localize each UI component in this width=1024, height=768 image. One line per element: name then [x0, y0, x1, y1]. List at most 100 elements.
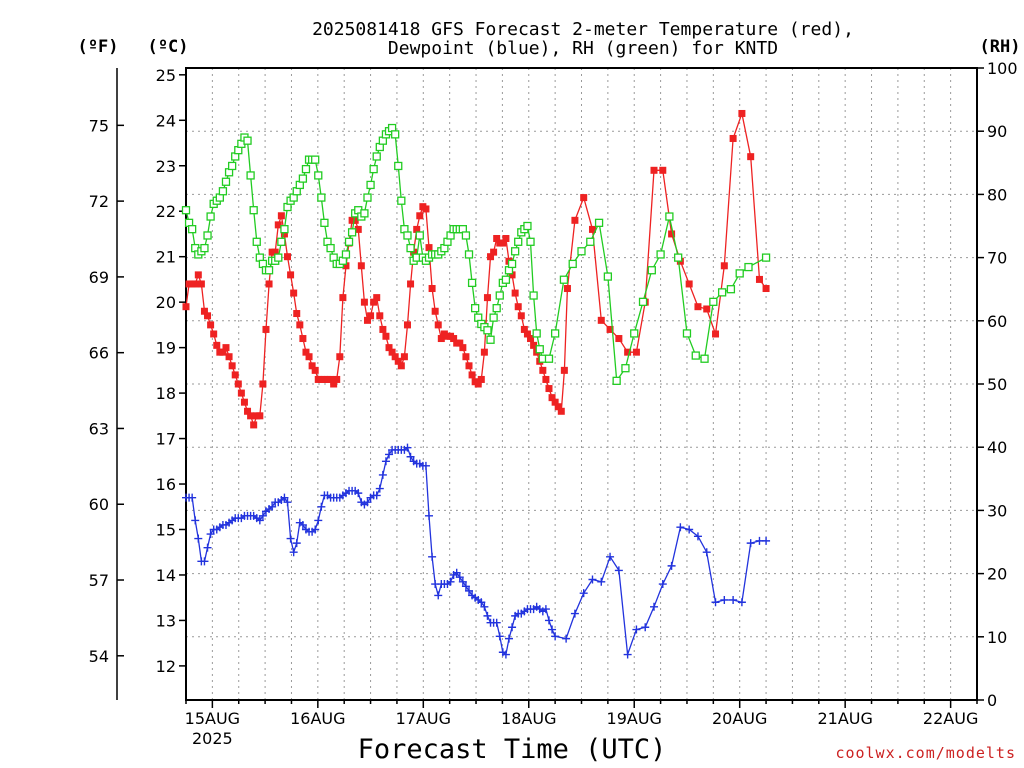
data-point: [685, 525, 694, 534]
data-point: [197, 280, 205, 288]
data-point: [200, 307, 208, 315]
data-point: [228, 362, 236, 370]
rh-tick-label: 80: [987, 185, 1007, 204]
axes: 12 13 14 15 16 17 18 19 20 21 22 23 24 25 54 57 60 63 66 69…: [89, 59, 1018, 748]
data-point: [502, 235, 510, 243]
data-point: [305, 353, 313, 361]
x-tick-label: 19AUG: [607, 709, 662, 728]
data-point: [428, 552, 437, 561]
data-point: [647, 266, 656, 275]
data-point: [200, 557, 209, 566]
data-point: [314, 171, 323, 180]
data-point: [492, 304, 501, 313]
data-point: [717, 288, 727, 297]
data-point: [452, 568, 461, 577]
data-point: [378, 470, 387, 479]
data-point: [351, 216, 359, 224]
data-point: [333, 375, 341, 383]
rh-tick-label: 10: [987, 628, 1007, 647]
data-point: [373, 294, 381, 302]
data-point: [255, 516, 264, 525]
data-point: [302, 348, 310, 356]
data-point: [204, 312, 212, 320]
data-point: [746, 539, 755, 548]
data-point: [551, 398, 559, 406]
data-point: [580, 194, 588, 202]
fahrenheit-tick-label: 60: [89, 495, 109, 514]
x-tick-label: 16AUG: [290, 709, 345, 728]
data-point: [382, 332, 390, 340]
data-point: [597, 577, 606, 586]
data-point: [606, 325, 614, 333]
data-point: [293, 310, 301, 318]
data-point: [221, 177, 231, 186]
data-point: [363, 193, 372, 202]
data-point: [311, 155, 320, 164]
data-point: [298, 174, 308, 183]
data-point: [665, 212, 674, 221]
data-point: [588, 225, 596, 233]
data-point: [557, 407, 565, 415]
data-point: [541, 605, 550, 614]
data-point: [181, 206, 191, 215]
data-point: [577, 247, 586, 256]
data-point: [579, 589, 588, 598]
data-point: [621, 364, 630, 373]
data-point: [542, 375, 550, 383]
data-point: [483, 611, 492, 620]
data-point: [493, 235, 501, 243]
data-point: [477, 598, 486, 607]
data-point: [206, 212, 215, 221]
data-point: [234, 380, 242, 388]
data-point: [464, 250, 474, 259]
data-point: [406, 452, 415, 461]
data-point: [532, 329, 541, 338]
data-point: [326, 243, 335, 253]
data-point: [280, 225, 289, 234]
data-point: [314, 516, 323, 525]
data-point: [330, 380, 338, 388]
x-tick-sublabel: 2025: [192, 729, 233, 748]
data-point: [213, 341, 221, 349]
data-point: [545, 385, 553, 393]
data-point: [691, 351, 700, 360]
data-point: [280, 493, 289, 502]
data-point: [341, 250, 351, 259]
data-point: [514, 237, 523, 246]
celsius-tick-label: 18: [156, 384, 176, 403]
data-point: [290, 289, 298, 297]
data-point: [344, 237, 354, 246]
series-1: [182, 443, 771, 659]
data-point: [650, 166, 658, 174]
data-point: [544, 616, 553, 625]
data-point: [219, 348, 227, 356]
celsius-tick-label: 12: [156, 657, 176, 676]
data-point: [277, 237, 286, 246]
data-point: [194, 534, 203, 543]
data-series: [181, 109, 771, 659]
data-point: [650, 602, 659, 611]
data-point: [467, 278, 477, 288]
data-point: [486, 335, 495, 344]
data-point: [685, 280, 693, 288]
data-point: [415, 231, 424, 240]
data-point: [375, 484, 384, 493]
data-point: [317, 502, 326, 511]
data-point: [274, 253, 283, 262]
data-point: [363, 498, 372, 507]
data-point: [280, 230, 288, 238]
celsius-tick-label: 21: [156, 248, 176, 267]
data-point: [548, 625, 557, 634]
data-point: [735, 269, 744, 278]
data-point: [523, 221, 532, 231]
data-point: [403, 231, 412, 240]
data-point: [548, 394, 556, 402]
fahrenheit-tick-label: 63: [89, 419, 109, 438]
data-point: [762, 536, 771, 545]
data-point: [694, 303, 702, 311]
fahrenheit-tick-label: 72: [89, 192, 109, 211]
data-point: [554, 403, 562, 411]
data-point: [674, 253, 683, 262]
data-point: [301, 164, 311, 174]
